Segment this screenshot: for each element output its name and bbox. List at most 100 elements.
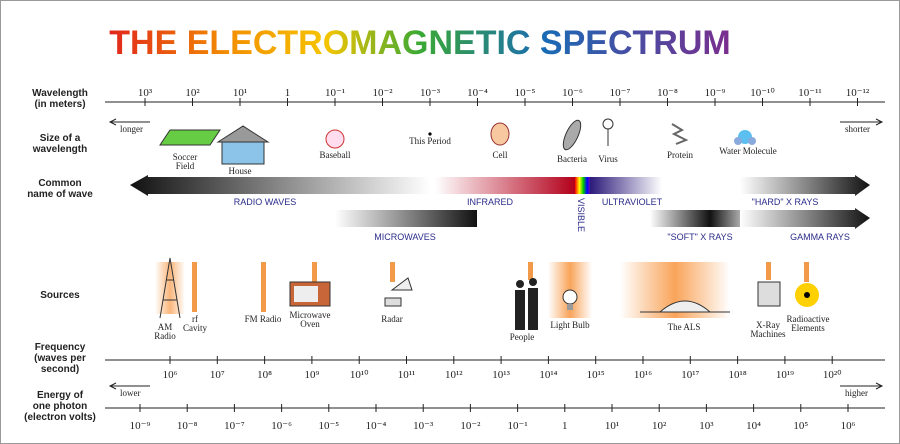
row-label: second) [41, 364, 79, 375]
tick-label: 10⁻⁵ [318, 420, 339, 432]
size-item: Water Molecule [719, 146, 777, 156]
source-item: People [510, 332, 535, 342]
size-item: Virus [598, 154, 618, 164]
tick-label: 10¹¹ [398, 369, 416, 381]
wave-name: RADIO WAVES [234, 197, 297, 207]
source-icons [155, 257, 819, 330]
tick-label: 10²⁰ [823, 369, 842, 381]
tick-label: 10¹ [605, 420, 619, 432]
size-item: This Period [409, 136, 451, 146]
tick-label: 1 [285, 87, 291, 99]
source-item: AM [158, 322, 173, 332]
tick-label: 10⁻⁸ [657, 87, 678, 99]
wave-name: VISIBLE [576, 198, 586, 232]
tick-label: 10⁻⁴ [467, 87, 488, 99]
tick-label: 1 [562, 420, 568, 432]
tick-label: 10² [185, 87, 200, 99]
source-item: X-Ray [756, 320, 780, 330]
row-label: Size of a [40, 133, 81, 144]
tick-label: 10¹⁸ [729, 369, 747, 381]
source-item: FM Radio [245, 314, 282, 324]
row-label: (electron volts) [24, 412, 96, 423]
direction: shorter [845, 124, 870, 134]
tick-label: 10¹⁶ [634, 369, 652, 381]
tick-label: 10⁻¹⁰ [750, 87, 775, 99]
tick-label: 10⁻² [372, 87, 393, 99]
tick-label: 10⁻⁷ [610, 87, 631, 99]
wave-name: "HARD" X RAYS [752, 197, 819, 207]
tick-label: 10⁻¹ [325, 87, 345, 99]
tick-label: 10³ [138, 87, 153, 99]
size-item: Field [176, 161, 195, 171]
row-label: Wavelength [32, 88, 88, 99]
row-label: Common [38, 178, 81, 189]
row-label: wavelength [32, 144, 87, 155]
row-label: name of wave [27, 189, 93, 200]
tick-label: 10¹⁵ [587, 369, 605, 381]
tick-label: 10⁴ [746, 420, 761, 432]
wave-name: MICROWAVES [374, 232, 436, 242]
source-item: Light Bulb [550, 320, 590, 330]
size-icons [159, 118, 756, 165]
title: THE ELECTROMAGNETIC SPECTRUM [109, 24, 730, 62]
tick-label: 10⁻³ [413, 420, 434, 432]
tick-label: 10¹³ [492, 369, 510, 381]
direction: higher [845, 388, 868, 398]
size-item: House [229, 166, 252, 176]
tick-label: 10⁻¹ [508, 420, 528, 432]
size-item: Soccer [173, 152, 198, 162]
size-item: Baseball [320, 150, 351, 160]
row-label: (waves per [34, 353, 86, 364]
tick-label: 10¹² [445, 369, 463, 381]
tick-label: 10⁻⁵ [515, 87, 536, 99]
size-item: Protein [667, 150, 693, 160]
row-label: Sources [40, 290, 80, 301]
tick-label: 10⁶ [163, 369, 178, 381]
tick-label: 10³ [699, 420, 714, 432]
tick-label: 10⁻¹¹ [798, 87, 821, 99]
source-item: rf [192, 314, 198, 324]
tick-label: 10¹⁷ [681, 369, 699, 381]
tick-label: 10⁻⁹ [705, 87, 726, 99]
source-item: Microwave [290, 310, 331, 320]
tick-label: 10⁻² [460, 420, 481, 432]
size-item: Bacteria [557, 154, 587, 164]
wave-name: INFRARED [467, 197, 514, 207]
source-item: Radar [381, 314, 403, 324]
source-item: Machines [751, 329, 786, 339]
tick-label: 10⁸ [257, 369, 272, 381]
source-item: Radio [154, 331, 176, 341]
tick-label: 10⁵ [793, 420, 808, 432]
wave-name: GAMMA RAYS [790, 232, 850, 242]
tick-label: 10⁻⁹ [130, 420, 151, 432]
direction: longer [120, 124, 143, 134]
row-label: one photon [33, 401, 87, 412]
axes [105, 101, 885, 409]
size-item: Cell [493, 150, 508, 160]
row-label: Frequency [35, 342, 86, 353]
tick-label: 10¹⁴ [539, 369, 557, 381]
source-item: Oven [300, 319, 320, 329]
tick-label: 10² [652, 420, 667, 432]
direction: lower [120, 388, 141, 398]
source-item: The ALS [668, 322, 701, 332]
wave-name: ULTRAVIOLET [602, 197, 663, 207]
tick-label: 10⁶ [841, 420, 856, 432]
source-item: Elements [791, 323, 825, 333]
tick-label: 10⁻³ [420, 87, 441, 99]
row-label: Energy of [37, 390, 84, 401]
tick-label: 10¹⁰ [350, 369, 369, 381]
wave-name: "SOFT" X RAYS [667, 232, 732, 242]
tick-label: 10¹⁹ [776, 369, 794, 381]
tick-label: 10⁻⁷ [224, 420, 245, 432]
tick-label: 10⁹ [304, 369, 319, 381]
bands [130, 175, 870, 229]
source-item: Cavity [183, 323, 207, 333]
tick-label: 10⁻⁸ [177, 420, 198, 432]
tick-label: 10⁻⁶ [271, 420, 292, 432]
row-label: (in meters) [34, 99, 85, 110]
tick-label: 10⁻⁶ [562, 87, 583, 99]
tick-label: 10¹ [233, 87, 247, 99]
tick-label: 10⁻¹² [846, 87, 870, 99]
